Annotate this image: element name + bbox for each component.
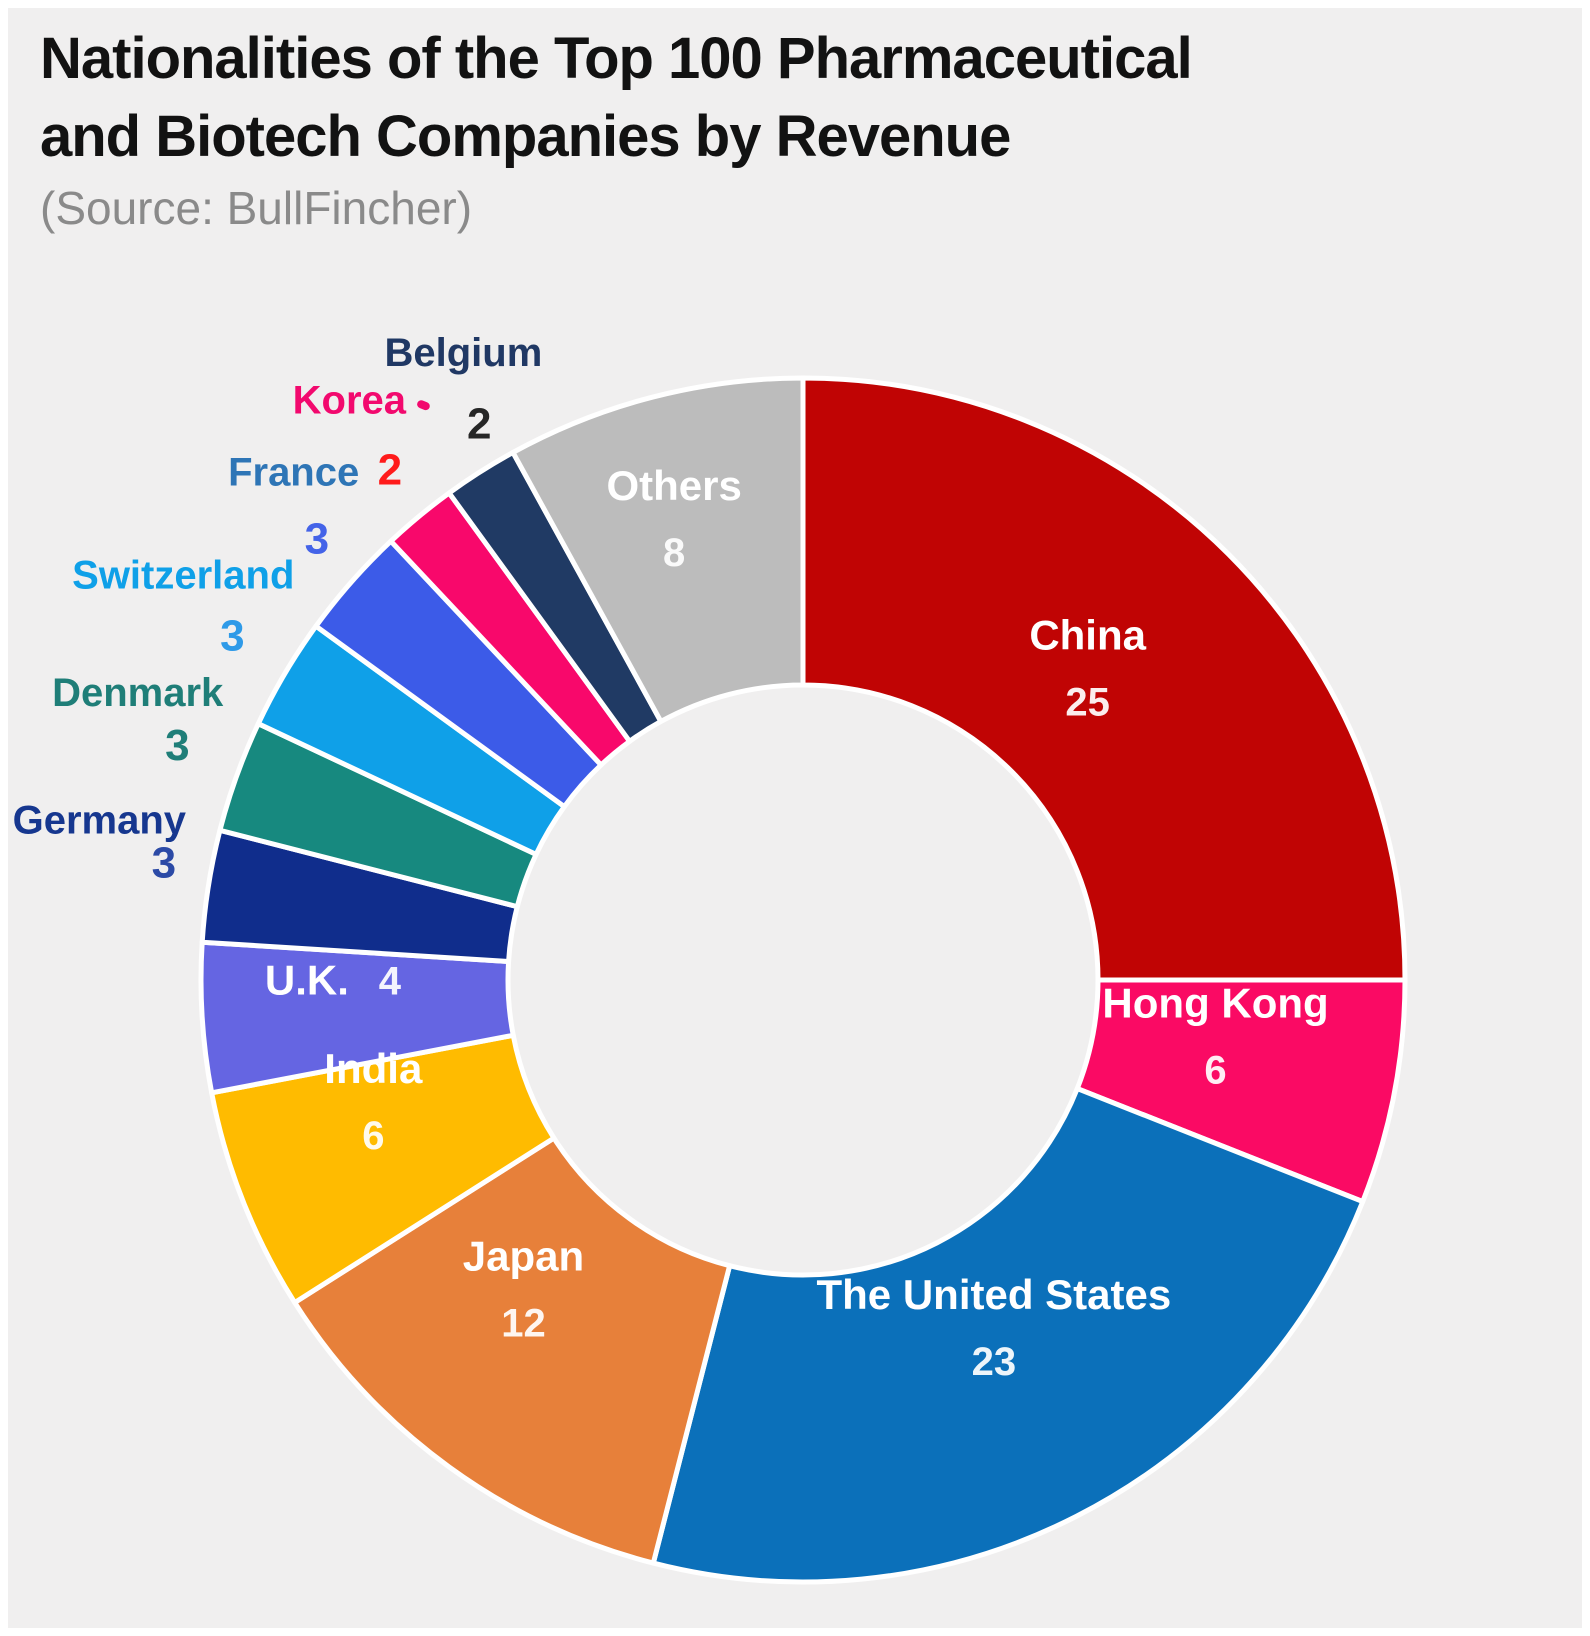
label-germany: Germany <box>13 798 187 842</box>
value-the-united-states: 23 <box>972 1340 1017 1384</box>
label-china: China <box>1029 611 1146 658</box>
value-denmark: 3 <box>165 721 189 770</box>
chart-title-line1: Nationalities of the Top 100 Pharmaceuti… <box>40 26 1193 91</box>
chart-title-line2: and Biotech Companies by Revenue <box>40 104 1011 169</box>
label-denmark: Denmark <box>52 671 224 715</box>
label-the-united-states: The United States <box>817 1271 1172 1318</box>
slice-the-united-states <box>650 1086 1366 1585</box>
slice-japan <box>292 1135 733 1566</box>
slice-others <box>510 375 806 724</box>
value-switzerland: 3 <box>220 612 244 661</box>
value-india: 6 <box>362 1114 384 1158</box>
chart-title: Nationalities of the Top 100 Pharmaceuti… <box>40 20 1500 176</box>
value-hong-kong: 6 <box>1204 1049 1226 1093</box>
label-france: France <box>228 451 359 495</box>
chart-header: Nationalities of the Top 100 Pharmaceuti… <box>40 20 1500 234</box>
value-france: 3 <box>305 515 329 564</box>
label-switzerland: Switzerland <box>72 554 294 598</box>
slice-china <box>800 375 1408 983</box>
value-belgium: 2 <box>467 399 491 448</box>
label-belgium: Belgium <box>385 331 543 375</box>
label-korea: Korea <box>293 378 407 422</box>
label-india: India <box>324 1045 423 1092</box>
label-japan: Japan <box>463 1233 584 1280</box>
value-others: 8 <box>663 531 685 575</box>
value-japan: 12 <box>501 1302 546 1346</box>
value-korea: 2 <box>378 445 402 494</box>
value-germany: 3 <box>152 839 176 888</box>
chart-source: (Source: BullFincher) <box>40 182 473 234</box>
value-u-k: 4 <box>379 960 402 1004</box>
value-china: 25 <box>1065 680 1110 724</box>
label-u-k: U.K. <box>265 957 349 1004</box>
korea-leader-tick <box>417 400 430 411</box>
label-others: Others <box>606 462 741 509</box>
label-hong-kong: Hong Kong <box>1102 980 1328 1027</box>
